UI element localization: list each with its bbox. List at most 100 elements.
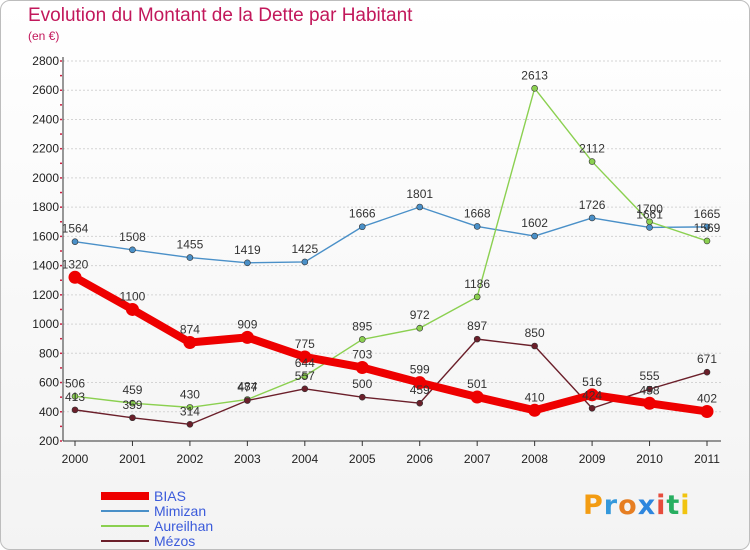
legend-label: BIAS	[154, 488, 186, 504]
logo-letter: t	[666, 490, 681, 521]
data-label: 430	[180, 387, 200, 401]
data-point	[129, 246, 136, 254]
data-label: 1564	[62, 222, 89, 236]
data-point	[358, 336, 366, 343]
data-point	[244, 259, 251, 267]
data-point	[703, 368, 711, 376]
data-point	[301, 258, 309, 266]
series-line-mézos	[74, 338, 708, 426]
series-line-mimizan	[74, 206, 708, 264]
data-point	[129, 399, 136, 407]
data-label: 895	[352, 319, 372, 333]
data-label: 1726	[579, 198, 606, 212]
data-label: 2613	[521, 68, 548, 82]
data-point	[646, 218, 653, 226]
y-tick-label: 1200	[32, 288, 59, 302]
x-tick-label: 2001	[119, 452, 146, 466]
data-label: 501	[467, 377, 487, 391]
data-label: 1320	[62, 257, 89, 271]
y-tick-label: 400	[39, 405, 59, 419]
data-label: 644	[295, 356, 315, 370]
data-point	[531, 342, 538, 350]
legend-label: Aureilhan	[154, 518, 213, 534]
proxiti-logo: Proxiti	[583, 490, 691, 521]
x-tick-label: 2004	[291, 452, 318, 466]
data-label: 1425	[291, 242, 318, 256]
data-point	[240, 330, 254, 344]
series-line-aureilhan	[74, 87, 708, 409]
data-point	[358, 393, 366, 401]
y-tick-label: 600	[39, 376, 59, 390]
data-label: 506	[65, 376, 85, 390]
y-tick-label: 800	[39, 346, 59, 360]
data-label: 1100	[120, 289, 146, 303]
data-label: 459	[410, 383, 430, 397]
data-label: 1661	[636, 207, 663, 221]
logo-letter: r	[603, 490, 619, 521]
data-label: 1668	[464, 206, 491, 220]
legend-label: Mimizan	[154, 503, 206, 519]
x-tick-label: 2008	[521, 452, 548, 466]
data-label: 671	[697, 352, 717, 366]
chart-title: Evolution du Montant de la Dette par Hab…	[28, 5, 413, 26]
x-tick-label: 2005	[349, 452, 376, 466]
data-label: 500	[352, 377, 372, 391]
data-label: 555	[640, 369, 660, 383]
data-label: 850	[525, 326, 545, 340]
data-point	[183, 335, 197, 349]
data-point	[416, 324, 424, 332]
data-point	[588, 404, 596, 412]
data-point	[125, 302, 139, 316]
data-label: 459	[122, 383, 142, 397]
data-label: 359	[122, 398, 142, 412]
y-tick-label: 2200	[32, 142, 59, 156]
data-label: 1700	[636, 202, 663, 216]
data-label: 909	[237, 317, 257, 331]
data-label: 424	[582, 388, 602, 402]
data-point	[129, 414, 136, 422]
data-point	[528, 403, 542, 417]
data-label: 1569	[694, 221, 721, 235]
data-point	[700, 404, 714, 418]
data-point	[298, 350, 312, 364]
y-tick-label: 2000	[32, 171, 59, 185]
data-point	[588, 158, 596, 165]
y-tick-label: 1400	[32, 259, 59, 273]
data-point	[473, 335, 481, 343]
x-tick-label: 2010	[636, 452, 663, 466]
y-tick-label: 2600	[32, 83, 59, 97]
data-point	[473, 223, 481, 230]
logo-letter: i	[656, 490, 667, 521]
data-point	[470, 390, 484, 404]
series-line-bias	[71, 273, 711, 416]
x-tick-label: 2002	[177, 452, 204, 466]
x-tick-label: 2000	[62, 452, 89, 466]
data-label: 1801	[406, 187, 433, 201]
x-tick-label: 2011	[694, 452, 720, 466]
data-point	[186, 404, 194, 411]
data-label: 897	[467, 319, 487, 333]
data-point	[416, 399, 424, 407]
legend-label: Mézos	[154, 533, 195, 549]
data-label: 516	[582, 375, 602, 389]
data-label: 410	[525, 390, 545, 404]
x-tick-label: 2003	[234, 452, 261, 466]
data-label: 1508	[119, 230, 146, 244]
data-label: 2112	[579, 142, 605, 156]
data-label: 477	[237, 381, 257, 395]
data-point	[413, 376, 427, 390]
data-label: 1419	[234, 243, 261, 257]
data-point	[473, 293, 481, 301]
logo-letter: x	[637, 490, 657, 521]
data-label: 1455	[177, 238, 204, 252]
data-point	[531, 85, 538, 92]
data-label: 484	[237, 379, 257, 393]
data-point	[301, 385, 309, 393]
data-point	[646, 224, 653, 231]
data-point	[585, 388, 599, 402]
data-point	[358, 223, 366, 231]
x-tick-label: 2006	[406, 452, 433, 466]
y-tick-label: 200	[39, 434, 59, 448]
